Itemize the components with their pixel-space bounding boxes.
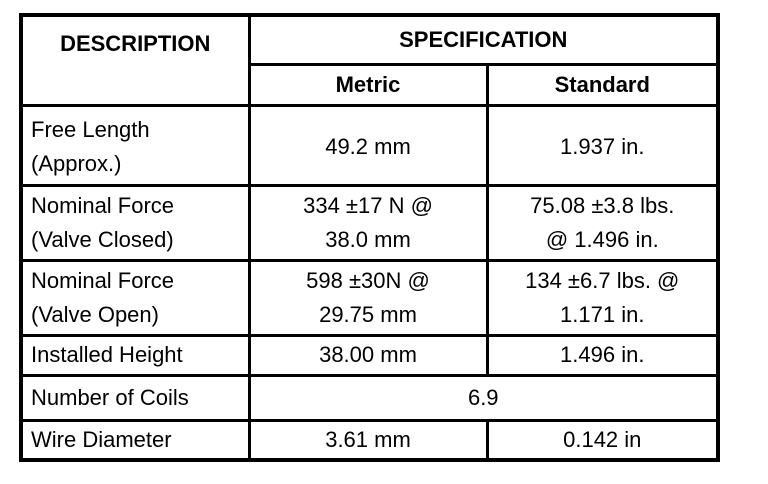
cell-installed-height-standard: 1.496 in.	[485, 333, 720, 377]
header-specification: SPECIFICATION	[247, 13, 720, 66]
cell-nominal-force-open-standard: 134 ±6.7 lbs. @ 1.171 in.	[485, 258, 720, 337]
table-row-free-length: Free Length (Approx.) 49.2 mm 1.937 in.	[19, 103, 720, 187]
cell-nominal-force-open-metric: 598 ±30N @ 29.75 mm	[247, 258, 489, 337]
cell-nominal-force-closed-description: Nominal Force (Valve Closed)	[19, 183, 251, 262]
cell-wire-diameter-standard: 0.142 in	[485, 418, 720, 462]
cell-nominal-force-closed-standard: 75.08 ±3.8 lbs. @ 1.496 in.	[485, 183, 720, 262]
cell-free-length-metric: 49.2 mm	[247, 103, 489, 187]
cell-free-length-standard: 1.937 in.	[485, 103, 720, 187]
cell-installed-height-description: Installed Height	[19, 333, 251, 377]
header-row-2: Metric Standard	[21, 62, 720, 107]
cell-installed-height-metric: 38.00 mm	[247, 333, 489, 377]
cell-nominal-force-open-description: Nominal Force (Valve Open)	[19, 258, 251, 337]
spec-table: DESCRIPTION SPECIFICATION Metric Standar…	[19, 13, 721, 462]
header-row-1: DESCRIPTION SPECIFICATION	[19, 13, 720, 107]
cell-number-of-coils-value: 6.9	[247, 373, 720, 422]
cell-free-length-description: Free Length (Approx.)	[19, 103, 251, 187]
cell-wire-diameter-metric: 3.61 mm	[247, 418, 489, 462]
table-row-nominal-force-closed: Nominal Force (Valve Closed) 334 ±17 N @…	[19, 183, 720, 262]
cell-wire-diameter-description: Wire Diameter	[19, 418, 251, 462]
table-row-installed-height: Installed Height 38.00 mm 1.496 in.	[19, 333, 720, 377]
cell-nominal-force-closed-metric: 334 ±17 N @ 38.0 mm	[247, 183, 489, 262]
header-description: DESCRIPTION	[19, 13, 251, 107]
table-row-number-of-coils: Number of Coils 6.9	[19, 373, 720, 422]
cell-number-of-coils-description: Number of Coils	[19, 373, 251, 422]
table-row-wire-diameter: Wire Diameter 3.61 mm 0.142 in	[19, 418, 720, 462]
header-metric: Metric	[247, 62, 489, 107]
table-row-nominal-force-open: Nominal Force (Valve Open) 598 ±30N @ 29…	[19, 258, 720, 337]
header-standard: Standard	[485, 62, 720, 107]
